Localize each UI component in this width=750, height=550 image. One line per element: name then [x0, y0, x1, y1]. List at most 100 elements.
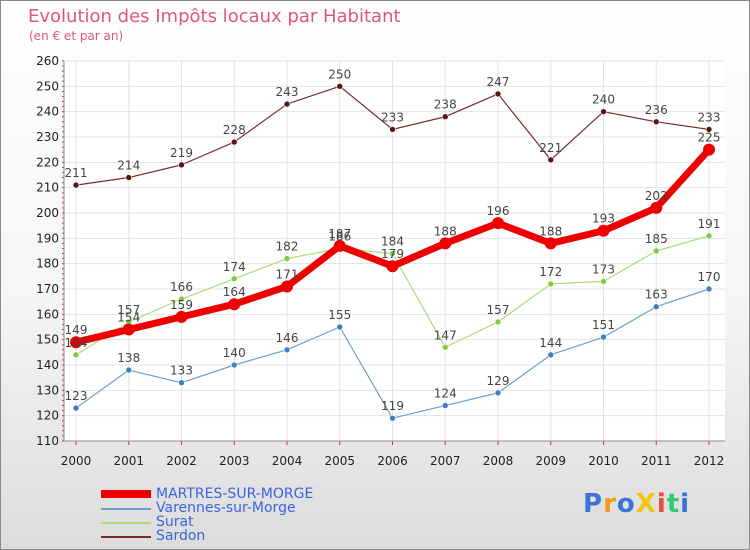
data-point-sardon: [494, 90, 502, 98]
data-point-surat: [441, 343, 449, 351]
data-point-varennes-sur-morge: [705, 285, 713, 293]
data-label-surat: 157: [117, 303, 140, 317]
data-point-sardon: [652, 118, 660, 126]
data-label-surat: 174: [223, 260, 246, 274]
data-point-martres-sur-morge: [386, 260, 399, 273]
y-tick-label: 250: [36, 79, 59, 93]
data-label-sardon: 243: [276, 85, 299, 99]
legend-swatch-varennes: [101, 508, 151, 510]
data-label-martres-sur-morge: 159: [170, 298, 193, 312]
data-label-martres-sur-morge: 149: [65, 323, 88, 337]
data-point-surat: [283, 255, 291, 262]
data-label-sardon: 240: [592, 93, 615, 107]
data-point-surat: [494, 318, 502, 326]
x-tick-label: 2006: [377, 454, 408, 468]
data-label-surat: 173: [592, 262, 615, 276]
data-point-surat: [705, 232, 713, 240]
data-label-surat: 186: [328, 229, 351, 243]
data-point-varennes-sur-morge: [230, 361, 238, 369]
data-label-varennes-sur-morge: 151: [592, 318, 615, 332]
x-tick-label: 2012: [694, 454, 725, 468]
data-label-martres-sur-morge: 179: [381, 247, 404, 261]
data-point-martres-sur-morge: [544, 237, 557, 250]
data-point-sardon: [230, 138, 238, 146]
data-label-martres-sur-morge: 202: [645, 189, 668, 203]
data-point-martres-sur-morge: [281, 280, 293, 293]
data-label-surat: 147: [434, 328, 457, 342]
y-tick-label: 120: [36, 409, 59, 423]
y-tick-label: 210: [36, 181, 59, 195]
data-point-sardon: [600, 108, 607, 115]
data-point-surat: [389, 250, 396, 257]
data-point-sardon: [441, 113, 449, 121]
data-point-varennes-sur-morge: [336, 323, 344, 331]
data-point-sardon: [547, 156, 555, 164]
data-label-martres-sur-morge: 171: [276, 267, 299, 281]
data-point-sardon: [178, 161, 185, 169]
data-point-varennes-sur-morge: [441, 402, 449, 409]
data-point-sardon: [72, 181, 80, 189]
data-point-martres-sur-morge: [597, 224, 610, 237]
data-point-varennes-sur-morge: [125, 366, 133, 374]
data-label-sardon: 233: [698, 110, 721, 124]
data-point-varennes-sur-morge: [652, 303, 660, 311]
data-label-sardon: 219: [170, 146, 193, 160]
data-label-varennes-sur-morge: 123: [65, 389, 88, 403]
data-point-martres-sur-morge: [492, 217, 504, 230]
chart-subtitle: (en € et par an): [29, 29, 124, 43]
data-point-martres-sur-morge: [703, 143, 715, 156]
logo-letter: X: [635, 489, 657, 519]
legend-swatch-surat: [101, 522, 151, 524]
y-tick-label: 170: [36, 282, 59, 296]
legend-label-sardon: Sardon: [156, 528, 206, 544]
data-label-sardon: 214: [117, 159, 140, 173]
x-tick-label: 2007: [430, 454, 461, 468]
data-point-varennes-sur-morge: [72, 404, 80, 412]
data-label-varennes-sur-morge: 140: [223, 346, 246, 360]
y-tick-label: 180: [36, 257, 59, 271]
x-tick-label: 2004: [272, 454, 303, 468]
y-tick-label: 140: [36, 358, 59, 372]
data-label-surat: 157: [487, 303, 510, 317]
legend-swatch-martres: [101, 490, 151, 498]
data-point-varennes-sur-morge: [178, 379, 185, 387]
x-tick-label: 2003: [219, 454, 250, 468]
data-label-varennes-sur-morge: 129: [487, 374, 510, 388]
data-label-martres-sur-morge: 225: [698, 131, 721, 145]
data-label-sardon: 233: [381, 110, 404, 124]
data-point-martres-sur-morge: [439, 237, 452, 250]
data-label-martres-sur-morge: 193: [592, 212, 615, 226]
data-point-varennes-sur-morge: [494, 389, 502, 397]
data-label-surat: 191: [698, 217, 721, 231]
x-tick-label: 2009: [535, 454, 566, 468]
chart-title: Evolution des Impôts locaux par Habitant: [28, 6, 401, 27]
data-label-varennes-sur-morge: 146: [276, 331, 299, 345]
data-label-sardon: 221: [539, 141, 562, 155]
data-point-martres-sur-morge: [333, 239, 346, 252]
data-label-sardon: 238: [434, 98, 457, 112]
data-label-sardon: 228: [223, 123, 246, 137]
data-point-varennes-sur-morge: [600, 333, 607, 341]
logo-letter: P: [583, 489, 604, 519]
data-point-martres-sur-morge: [228, 298, 241, 311]
y-tick-label: 230: [36, 130, 59, 144]
data-label-varennes-sur-morge: 170: [698, 270, 721, 284]
data-label-martres-sur-morge: 187: [328, 227, 351, 241]
data-label-sardon: 250: [328, 67, 351, 81]
y-tick-label: 130: [36, 383, 59, 397]
data-label-martres-sur-morge: 196: [487, 204, 510, 218]
data-label-varennes-sur-morge: 144: [539, 336, 562, 350]
data-label-surat: 166: [170, 280, 193, 294]
data-point-martres-sur-morge: [650, 201, 663, 214]
data-label-varennes-sur-morge: 119: [381, 399, 404, 413]
data-label-martres-sur-morge: 154: [117, 311, 140, 325]
legend-label-varennes: Varennes-sur-Morge: [156, 500, 296, 516]
data-point-varennes-sur-morge: [283, 346, 291, 354]
x-tick-label: 2010: [588, 454, 619, 468]
data-point-varennes-sur-morge: [547, 351, 555, 359]
data-label-varennes-sur-morge: 133: [170, 364, 193, 378]
data-label-sardon: 211: [65, 166, 88, 180]
legend-label-martres: MARTRES-SUR-MORGE: [156, 486, 314, 502]
